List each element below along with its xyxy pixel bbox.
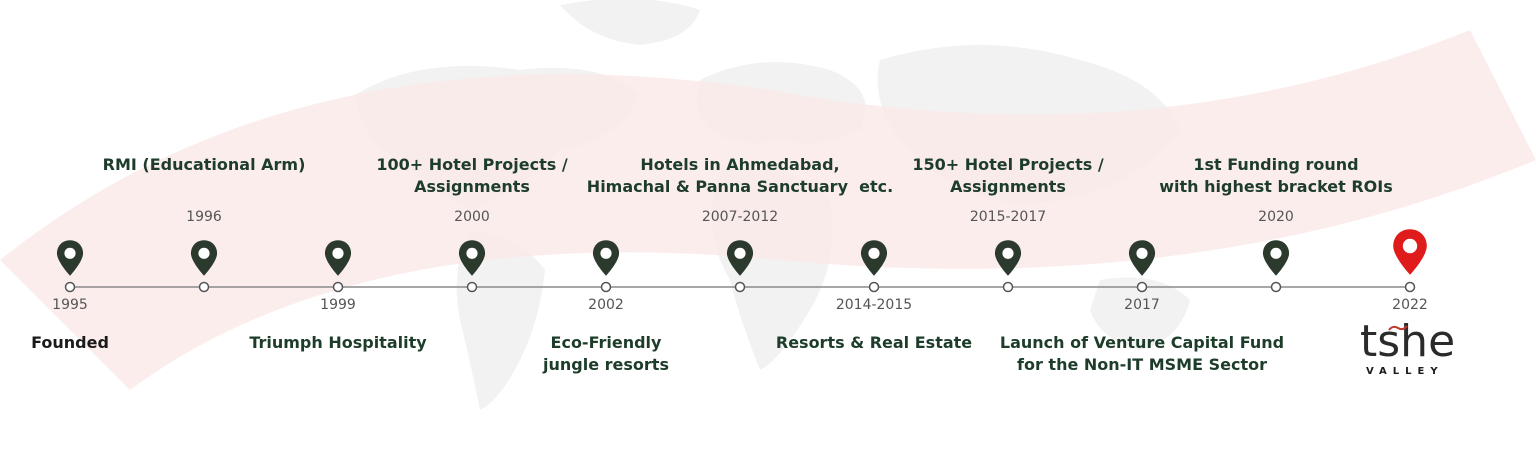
timeline-dot [198,281,210,293]
location-pin-icon [726,240,754,276]
milestone-year: 2022 [1392,297,1428,313]
milestone-year: 2020 [1258,209,1294,225]
location-pin-highlight-icon [1393,229,1427,275]
timeline-dot [600,281,612,293]
timeline-dot [734,281,746,293]
milestone-year: 2002 [588,297,624,313]
milestone-year: 2007-2012 [701,209,779,225]
milestone-year: 2017 [1124,297,1160,313]
location-pin-icon [56,240,84,276]
milestone-year: 2000 [454,209,490,225]
milestone-year: 1999 [320,297,356,313]
tshe-valley-logo: tshe VALLEY [1360,316,1470,384]
milestone-year: 1996 [186,209,222,225]
background-arc [0,30,1536,390]
timeline-dot [64,281,76,293]
milestone-event: Eco-Friendly jungle resorts [543,333,669,374]
milestone-event: Launch of Venture Capital Fund for the N… [999,333,1285,374]
timeline-dot [1002,281,1014,293]
location-pin-icon [324,240,352,276]
location-pin-icon [190,240,218,276]
timeline-dot [332,281,344,293]
timeline-dot [868,281,880,293]
milestone-event: 100+ Hotel Projects / Assignments [376,155,568,196]
milestone-year: 2015-2017 [969,209,1047,225]
location-pin-icon [592,240,620,276]
milestone-event: 1st Funding round with highest bracket R… [1159,155,1393,196]
milestone-event: Founded [31,333,109,352]
logo-wordmark: tshe [1360,316,1456,367]
milestone-event: Resorts & Real Estate [775,333,973,352]
location-pin-icon [1128,240,1156,276]
location-pin-icon [1262,240,1290,276]
milestone-year: 1995 [52,297,88,313]
timeline-dot [1270,281,1282,293]
location-pin-icon [994,240,1022,276]
logo-subtitle: VALLEY [1366,366,1444,377]
timeline-dot [1136,281,1148,293]
location-pin-icon [458,240,486,276]
milestone-event: Triumph Hospitality [249,333,427,352]
logo-tilde-icon [1388,325,1408,331]
timeline-axis [64,281,1416,293]
timeline-dot [1404,281,1416,293]
milestone-year: 2014-2015 [835,297,913,313]
milestone-event: 150+ Hotel Projects / Assignments [912,155,1104,196]
timeline-dot [466,281,478,293]
location-pin-icon [860,240,888,276]
milestone-event: RMI (Educational Arm) [102,155,306,174]
milestone-event: Hotels in Ahmedabad, Himachal & Panna Sa… [586,155,894,196]
